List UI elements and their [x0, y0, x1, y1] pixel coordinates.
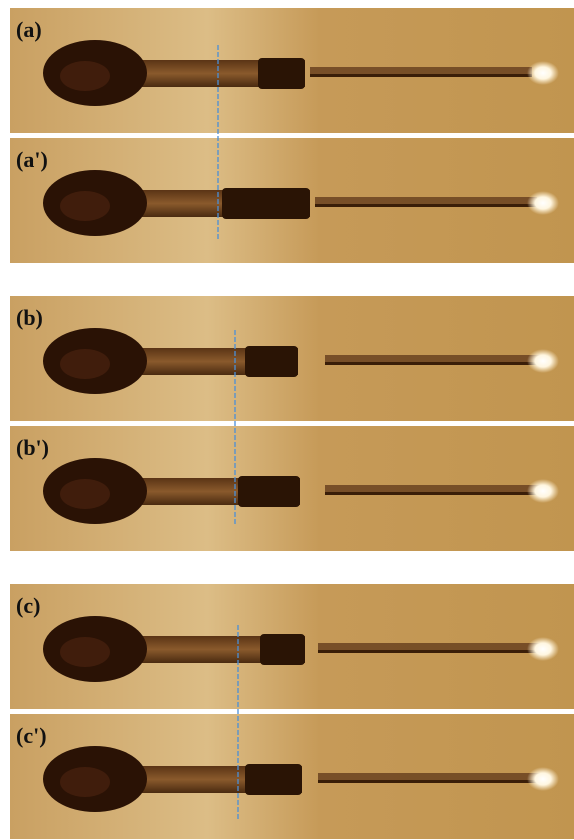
image-panel: (a) — [10, 8, 574, 133]
panels: (a) (a') (b) (b') (c) (c') — [10, 8, 574, 839]
image-panel: (b) — [10, 296, 574, 421]
thin-rod — [325, 355, 547, 365]
thin-rod-core — [318, 780, 540, 783]
thin-rod — [310, 67, 532, 77]
panel-label: (a) — [16, 17, 42, 42]
thin-rod — [315, 197, 537, 207]
bright-spot — [527, 61, 559, 85]
dark-block — [260, 634, 305, 665]
thin-rod-core — [310, 74, 532, 77]
panel-label: (a') — [16, 147, 48, 172]
thin-rod — [325, 485, 547, 495]
image-panel: (c') — [10, 714, 574, 839]
thin-rod-core — [315, 204, 537, 207]
head-shade — [60, 767, 110, 797]
bright-spot — [527, 479, 559, 503]
thin-rod — [318, 773, 540, 783]
panel-label: (b) — [16, 305, 43, 330]
head-shade — [60, 349, 110, 379]
dark-block — [245, 346, 298, 377]
image-panel: (c) — [10, 584, 574, 709]
bright-spot — [527, 191, 559, 215]
panel-label: (c') — [16, 723, 47, 748]
dark-block — [222, 188, 310, 219]
dark-block — [238, 476, 300, 507]
head-shade — [60, 479, 110, 509]
image-panel: (b') — [10, 426, 574, 551]
image-panel: (a') — [10, 138, 574, 263]
bright-spot — [527, 637, 559, 661]
thin-rod-core — [325, 492, 547, 495]
panel-label: (c) — [16, 593, 40, 618]
bright-spot — [527, 349, 559, 373]
bright-spot — [527, 767, 559, 791]
head-shade — [60, 61, 110, 91]
panel-label: (b') — [16, 435, 49, 460]
dark-block — [245, 764, 302, 795]
thin-rod — [318, 643, 540, 653]
head-shade — [60, 191, 110, 221]
thin-rod-core — [325, 362, 547, 365]
dark-block — [258, 58, 305, 89]
thin-rod-core — [318, 650, 540, 653]
head-shade — [60, 637, 110, 667]
